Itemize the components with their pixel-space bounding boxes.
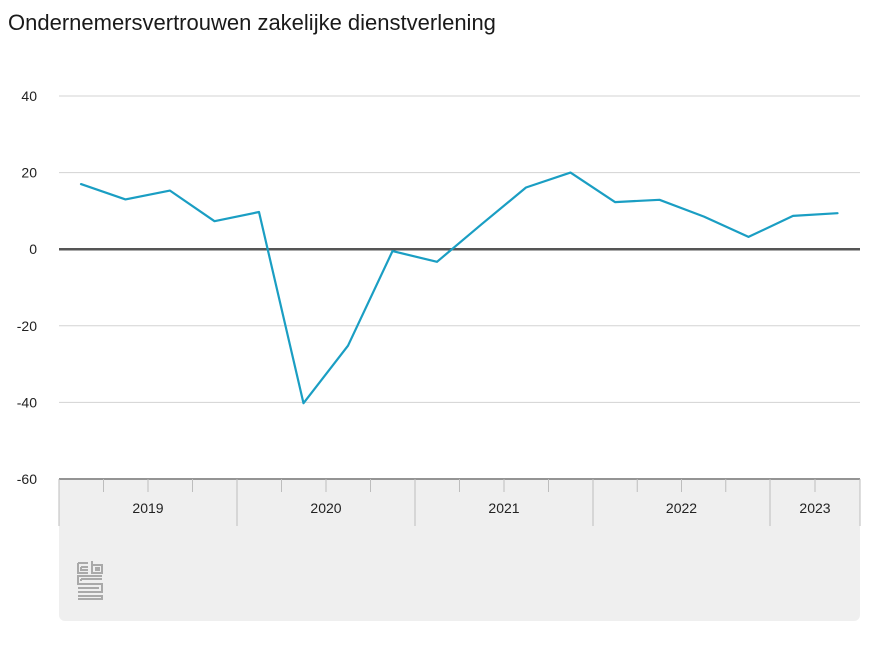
x-tick-label: 2020 — [310, 500, 341, 516]
chart-footer — [59, 478, 860, 621]
series-layer — [79, 171, 839, 405]
cbs-logo-icon — [76, 559, 104, 603]
chart-title: Ondernemersvertrouwen zakelijke dienstve… — [8, 10, 496, 35]
x-tick-label: 2023 — [799, 500, 830, 516]
y-axis-ticks: 40 20 0 -20 -40 -60 — [17, 88, 37, 487]
y-tick-label: -40 — [17, 394, 37, 410]
x-tick-label: 2019 — [132, 500, 163, 516]
y-tick-label: 20 — [21, 165, 37, 181]
y-tick-label: 40 — [21, 88, 37, 104]
y-tick-label: 0 — [29, 241, 37, 257]
y-tick-label: -60 — [17, 471, 37, 487]
y-tick-label: -20 — [17, 318, 37, 334]
series-line — [79, 171, 839, 405]
x-axis: 2019 2020 2021 2022 2023 — [58, 478, 861, 526]
x-tick-label: 2021 — [488, 500, 519, 516]
grid-lines — [59, 95, 860, 403]
x-tick-label: 2022 — [666, 500, 697, 516]
